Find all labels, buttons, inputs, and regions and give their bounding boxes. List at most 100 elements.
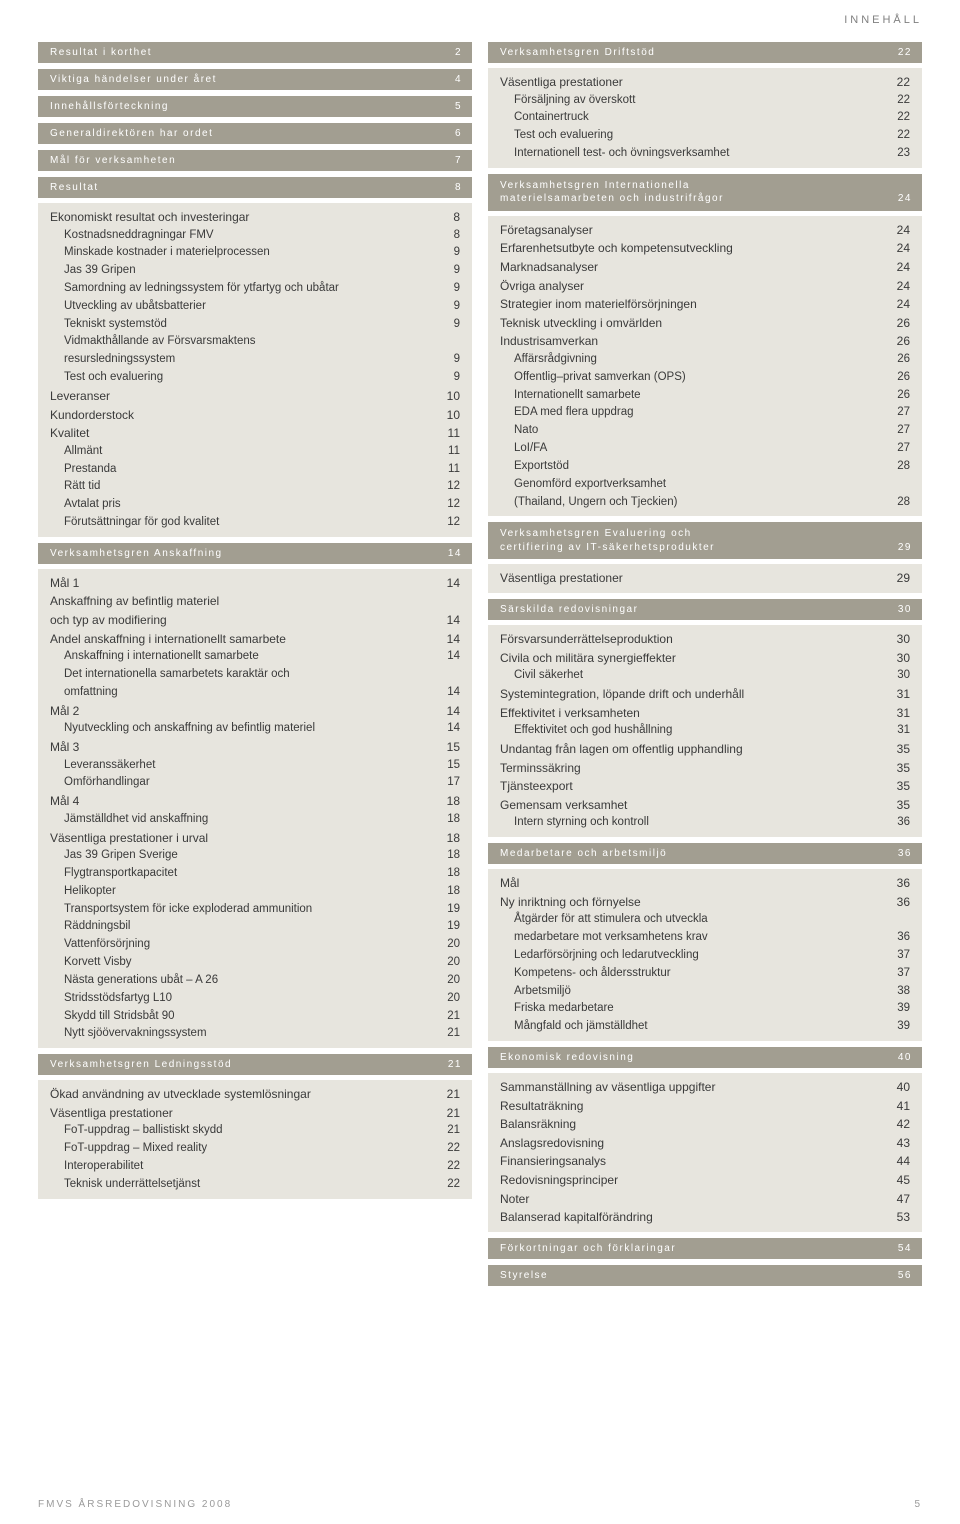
toc-subsection: Mål 114 Anskaffning av befintlig materie… [38, 569, 472, 1048]
toc-entry: Minskade kostnader i materielprocessen9 [50, 244, 460, 262]
toc-entry: Leveranser10 [50, 387, 460, 406]
toc-entry: Anskaffning av befintlig materiel [50, 592, 460, 611]
toc-section: Resultat i korthet2 [38, 42, 472, 63]
toc-entry: Jämställdhet vid anskaffning18 [50, 811, 460, 829]
toc-entry: Jas 39 Gripen Sverige18 [50, 847, 460, 865]
toc-section: Verksamhetsgren Evaluering ochcertifieri… [488, 522, 922, 559]
toc-entry: Balansräkning42 [500, 1115, 910, 1134]
toc-section: Generaldirektören har ordet6 [38, 123, 472, 144]
toc-entry: FoT-uppdrag – ballistiskt skydd21 [50, 1122, 460, 1140]
toc-entry: Väsentliga prestationer i urval18 [50, 829, 460, 848]
toc-entry: Jas 39 Gripen9 [50, 262, 460, 280]
toc-entry: Resultaträkning41 [500, 1097, 910, 1116]
toc-entry: Effektivitet i verksamheten31 [500, 704, 910, 723]
toc-entry: Väsentliga prestationer21 [50, 1104, 460, 1123]
toc-section: Verksamhetsgren Ledningsstöd21 [38, 1054, 472, 1075]
toc-entry: Nästa generations ubåt – A 2620 [50, 972, 460, 990]
toc-entry: Utveckling av ubåtsbatterier9 [50, 298, 460, 316]
toc-section: Viktiga händelser under året4 [38, 69, 472, 90]
toc-entry: Transportsystem för icke exploderad ammu… [50, 901, 460, 919]
page-footer: FMVS ÅRSREDOVISNING 2008 5 [38, 1499, 922, 1510]
toc-entry: Internationellt samarbete26 [500, 387, 910, 405]
toc-entry: Noter47 [500, 1190, 910, 1209]
toc-section: Resultat8 [38, 177, 472, 198]
toc-entry: Försvarsunderrättelseproduktion30 [500, 630, 910, 649]
toc-entry: Test och evaluering22 [500, 127, 910, 145]
toc-entry: Kostnadsneddragningar FMV8 [50, 227, 460, 245]
toc-subsection: Väsentliga prestationer29 [488, 564, 922, 593]
toc-entry: Teknisk utveckling i omvärlden26 [500, 314, 910, 333]
toc-entry: resursledningssystem9 [50, 351, 460, 369]
toc-entry: Affärsrådgivning26 [500, 351, 910, 369]
toc-entry: Effektivitet och god hushållning31 [500, 722, 910, 740]
toc-entry: Genomförd exportverksamhet [500, 476, 910, 494]
toc-section: Mål för verksamheten7 [38, 150, 472, 171]
toc-entry: Ledarförsörjning och ledarutveckling37 [500, 947, 910, 965]
toc-entry: Mål 214 [50, 702, 460, 721]
toc-entry: EDA med flera uppdrag27 [500, 404, 910, 422]
toc-entry: Finansieringsanalys44 [500, 1152, 910, 1171]
toc-entry: Terminssäkring35 [500, 759, 910, 778]
toc-entry: Balanserad kapitalförändring53 [500, 1208, 910, 1227]
toc-entry: Väsentliga prestationer29 [500, 569, 910, 588]
footer-title: FMVS ÅRSREDOVISNING 2008 [38, 1499, 232, 1510]
toc-subsection: Ekonomiskt resultat och investeringar8 K… [38, 203, 472, 537]
page-header: INNEHÅLL [0, 0, 960, 36]
toc-entry: Undantag från lagen om offentlig upphand… [500, 740, 910, 759]
toc-entry: Friska medarbetare39 [500, 1000, 910, 1018]
toc-entry: Gemensam verksamhet35 [500, 796, 910, 815]
toc-entry: Tjänsteexport35 [500, 777, 910, 796]
toc-entry: Nato27 [500, 422, 910, 440]
toc-entry: Mål 114 [50, 574, 460, 593]
toc-entry: Helikopter18 [50, 883, 460, 901]
toc-entry: Interoperabilitet22 [50, 1158, 460, 1176]
toc-entry: Strategier inom materielförsörjningen24 [500, 295, 910, 314]
toc-entry: Exportstöd28 [500, 458, 910, 476]
toc-entry: Nytt sjöövervakningssystem21 [50, 1025, 460, 1043]
toc-entry: Ekonomiskt resultat och investeringar8 [50, 208, 460, 227]
toc-entry: Arbetsmiljö38 [500, 983, 910, 1001]
toc-section: Verksamhetsgren Driftstöd22 [488, 42, 922, 63]
toc-subsection: Försvarsunderrättelseproduktion30 Civila… [488, 625, 922, 837]
toc-entry: Skydd till Stridsbåt 9021 [50, 1008, 460, 1026]
toc-section: Innehållsförteckning5 [38, 96, 472, 117]
toc-section: Verksamhetsgren Anskaffning14 [38, 543, 472, 564]
toc-entry: Andel anskaffning i internationellt sama… [50, 630, 460, 649]
toc-entry: medarbetare mot verksamhetens krav36 [500, 929, 910, 947]
toc-entry: Avtalat pris12 [50, 496, 460, 514]
toc-entry: Systemintegration, löpande drift och und… [500, 685, 910, 704]
toc-entry: Mål 315 [50, 738, 460, 757]
toc-entry: Internationell test- och övningsverksamh… [500, 145, 910, 163]
toc-entry: Civil säkerhet30 [500, 667, 910, 685]
toc-entry: Försäljning av överskott22 [500, 92, 910, 110]
toc-entry: LoI/FA27 [500, 440, 910, 458]
toc-entry: Mål 418 [50, 792, 460, 811]
toc-entry: Stridsstödsfartyg L1020 [50, 990, 460, 1008]
toc-entry: Samordning av ledningssystem för ytfarty… [50, 280, 460, 298]
toc-entry: Industrisamverkan26 [500, 332, 910, 351]
toc-entry: Väsentliga prestationer22 [500, 73, 910, 92]
toc-subsection: Företagsanalyser24 Erfarenhetsutbyte och… [488, 216, 922, 516]
toc-section: Medarbetare och arbetsmiljö36 [488, 843, 922, 864]
toc-entry: (Thailand, Ungern och Tjeckien)28 [500, 494, 910, 512]
toc-section: Styrelse56 [488, 1265, 922, 1286]
toc-entry: Ökad användning av utvecklade systemlösn… [50, 1085, 460, 1104]
toc-entry: Offentlig–privat samverkan (OPS)26 [500, 369, 910, 387]
toc-entry: Förutsättningar för god kvalitet12 [50, 514, 460, 532]
toc-entry: Rätt tid12 [50, 478, 460, 496]
toc-entry: Kundorderstock10 [50, 406, 460, 425]
toc-entry: Kompetens- och åldersstruktur37 [500, 965, 910, 983]
toc-entry: Korvett Visby20 [50, 954, 460, 972]
toc-entry: Containertruck22 [500, 109, 910, 127]
toc-entry: Mångfald och jämställdhet39 [500, 1018, 910, 1036]
toc-subsection: Ökad användning av utvecklade systemlösn… [38, 1080, 472, 1198]
toc-entry: Redovisningsprinciper45 [500, 1171, 910, 1190]
toc-entry: och typ av modifiering14 [50, 611, 460, 630]
toc-entry: Vidmakthållande av Försvarsmaktens [50, 333, 460, 351]
toc-section: Särskilda redovisningar30 [488, 599, 922, 620]
toc-entry: Intern styrning och kontroll36 [500, 814, 910, 832]
toc-entry: FoT-uppdrag – Mixed reality22 [50, 1140, 460, 1158]
toc-subsection: Mål36 Ny inriktning och förnyelse36 Åtgä… [488, 869, 922, 1041]
toc-entry: Allmänt11 [50, 443, 460, 461]
right-column: Verksamhetsgren Driftstöd22 Väsentliga p… [488, 36, 922, 1291]
